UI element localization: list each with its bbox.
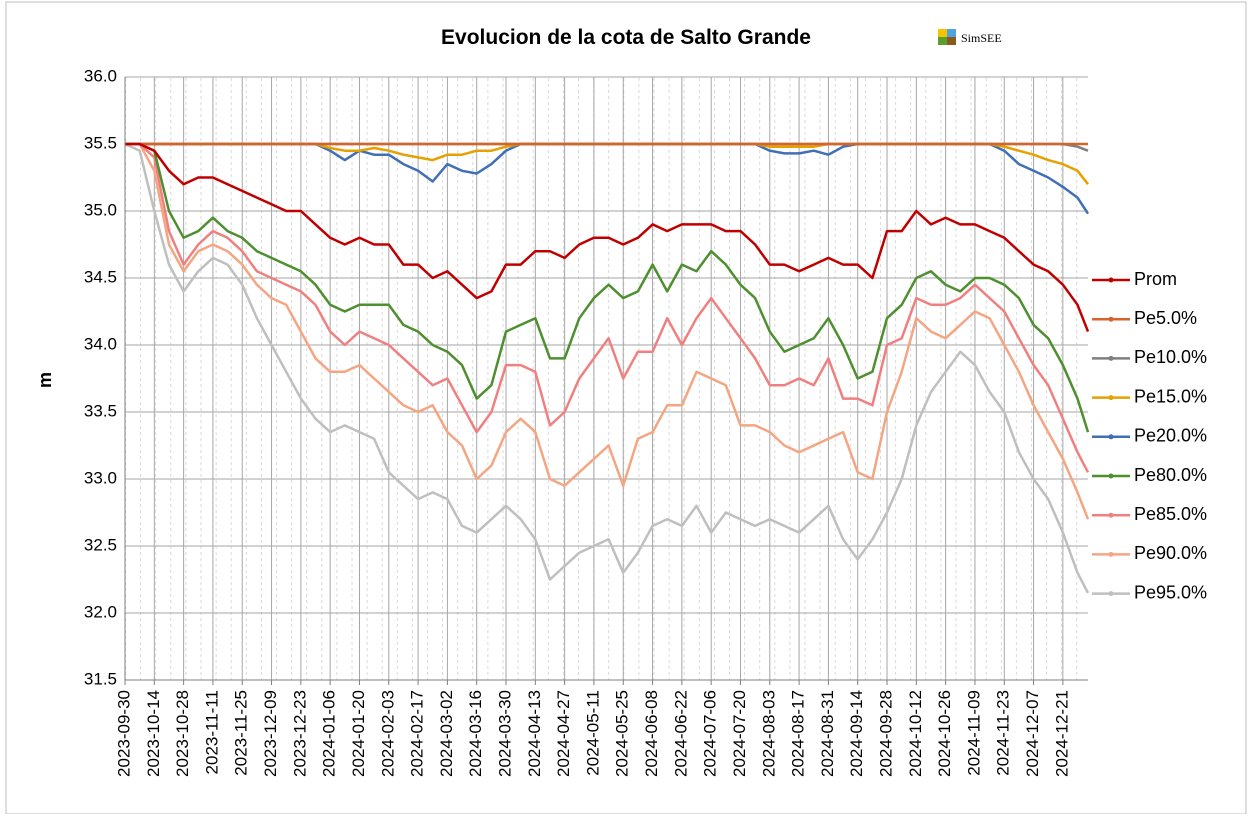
legend-marker [1108, 395, 1114, 401]
x-tick-label: 2024-02-17 [408, 690, 427, 777]
series-line [125, 142, 1090, 433]
y-tick-label: 36.0 [84, 66, 117, 85]
legend-marker [1108, 473, 1114, 479]
x-tick-label: 2023-11-25 [232, 690, 251, 776]
x-tick-label: 2024-04-13 [525, 690, 544, 777]
x-tick-label: 2023-10-28 [173, 690, 192, 777]
logo-square [938, 37, 947, 45]
legend-label: Pe90.0% [1134, 543, 1207, 563]
legend-marker [1108, 355, 1114, 361]
x-tick-label: 2024-07-20 [730, 690, 749, 777]
y-tick-label: 35.0 [84, 200, 117, 219]
legend-label: Pe20.0% [1134, 426, 1207, 446]
y-tick-label: 35.5 [84, 133, 117, 152]
logo-square [938, 29, 947, 37]
axes: 31.5 32.0 32.5 33.0 33.5 34.0 34.5 35.0 35.5 36.0… [84, 66, 1088, 777]
y-tick-label: 34.0 [84, 334, 117, 353]
x-tick-label: 2024-05-11 [583, 690, 602, 776]
legend-label: Pe85.0% [1134, 504, 1207, 524]
x-tick-label: 2023-09-30 [114, 690, 133, 777]
legend-marker [1108, 434, 1114, 440]
y-tick-label: 32.5 [84, 535, 117, 554]
y-tick-label: 33.5 [84, 401, 117, 420]
x-tick-label: 2024-09-14 [847, 690, 866, 777]
x-tick-label: 2024-03-02 [437, 690, 456, 777]
x-tick-label: 2024-12-07 [1023, 690, 1042, 777]
x-tick-label: 2024-02-03 [378, 690, 397, 777]
x-tick-label: 2024-08-17 [789, 690, 808, 777]
legend-label: Pe95.0% [1134, 582, 1207, 602]
y-axis-label: m [35, 372, 55, 388]
series-line [125, 142, 1090, 473]
x-tick-label: 2023-12-23 [290, 690, 309, 777]
minor-grid [125, 77, 1088, 680]
y-tick-label: 32.0 [84, 602, 117, 621]
logo-text: SimSEE [961, 31, 1002, 45]
x-tick-label: 2024-08-31 [818, 690, 837, 777]
legend-marker [1108, 316, 1114, 322]
logo-square [947, 37, 956, 45]
x-tick-label: 2024-06-22 [671, 690, 690, 777]
x-tick-label: 2024-04-27 [554, 690, 573, 777]
x-tick-label: 2024-12-21 [1052, 690, 1071, 777]
x-tick-label: 2024-07-06 [701, 690, 720, 777]
x-tick-label: 2024-01-20 [349, 690, 368, 777]
logo: SimSEE [938, 29, 1002, 45]
legend-marker [1108, 551, 1114, 557]
x-tick-label: 2024-03-30 [495, 690, 514, 777]
legend: Prom Pe5.0% Pe10.0% Pe15.0% Pe20.0% Pe80.0% Pe… [1092, 269, 1207, 602]
legend-label: Pe10.0% [1134, 347, 1207, 367]
y-tick-label: 33.0 [84, 468, 117, 487]
x-tick-label: 2024-01-06 [320, 690, 339, 777]
x-tick-label: 2023-11-11 [202, 690, 221, 774]
legend-marker [1108, 512, 1114, 518]
x-tick-label: 2023-10-14 [144, 690, 163, 777]
x-tick-label: 2024-03-16 [466, 690, 485, 777]
x-tick-label: 2024-06-08 [642, 690, 661, 777]
x-tick-label: 2024-08-03 [759, 690, 778, 777]
y-tick-label: 34.5 [84, 267, 117, 286]
chart-title: Evolucion de la cota de Salto Grande [441, 26, 811, 49]
x-tick-label: 2024-10-12 [906, 690, 925, 777]
x-tick-label: 2024-11-23 [994, 690, 1013, 776]
x-tick-label: 2024-10-26 [935, 690, 954, 777]
legend-label: Prom [1134, 269, 1177, 289]
legend-marker [1108, 591, 1114, 597]
series-line [124, 142, 1090, 594]
series-line [125, 142, 1090, 333]
x-tick-label: 2024-09-28 [877, 690, 896, 777]
series-line [125, 142, 1090, 520]
x-tick-label: 2024-05-25 [613, 690, 632, 777]
legend-marker [1108, 277, 1114, 283]
lines [124, 142, 1090, 594]
legend-label: Pe80.0% [1134, 465, 1207, 485]
x-tick-label: 2024-11-09 [964, 690, 983, 776]
y-tick-label: 31.5 [84, 669, 117, 688]
legend-label: Pe15.0% [1134, 386, 1207, 406]
logo-square [947, 29, 956, 37]
x-tick-label: 2023-12-09 [261, 690, 280, 777]
legend-label: Pe5.0% [1134, 308, 1197, 328]
